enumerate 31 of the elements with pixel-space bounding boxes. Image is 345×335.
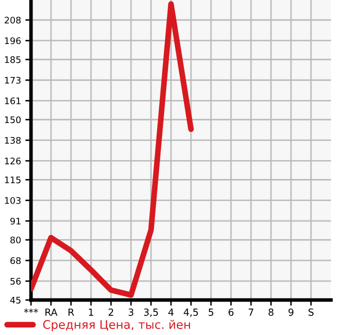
y-tick-label: 68: [10, 257, 21, 264]
y-tick-label: 185: [5, 56, 20, 64]
y-tick-label: 196: [5, 37, 21, 44]
x-tick-label: 4: [168, 308, 174, 316]
x-tick-label: 8: [268, 308, 274, 316]
y-tick-label: 150: [5, 116, 21, 124]
x-tick-label: 3,5: [144, 308, 158, 317]
x-tick-label: 3: [128, 308, 134, 316]
y-tick-label: 173: [5, 76, 21, 84]
y-tick-label: 138: [5, 136, 21, 144]
legend-label: Средняя Цена, тыс. йен: [43, 320, 190, 332]
y-tick-label: 126: [5, 158, 21, 164]
x-tick-label: 5: [208, 308, 214, 316]
y-tick-label: 115: [5, 176, 20, 184]
y-tick-label: 91: [10, 218, 20, 225]
y-tick-label: 80: [10, 236, 21, 244]
x-tick-label: RA: [45, 308, 58, 316]
y-tick-label: 208: [4, 16, 21, 24]
y-tick-label: 45: [10, 296, 20, 304]
x-tick-label: ***: [24, 308, 38, 313]
y-tick-label: 56: [10, 278, 21, 285]
x-tick-label: 7: [248, 308, 254, 316]
x-tick-label: 9: [288, 308, 294, 316]
x-tick-label: R: [68, 308, 74, 316]
x-tick-label: S: [308, 308, 314, 316]
y-tick-label: 103: [5, 197, 21, 204]
x-tick-label: 4,5: [184, 308, 198, 317]
y-tick-label: 161: [5, 97, 20, 104]
x-tick-label: 6: [228, 308, 234, 316]
x-tick-label: 2: [108, 308, 114, 316]
x-tick-label: 1: [88, 308, 94, 316]
